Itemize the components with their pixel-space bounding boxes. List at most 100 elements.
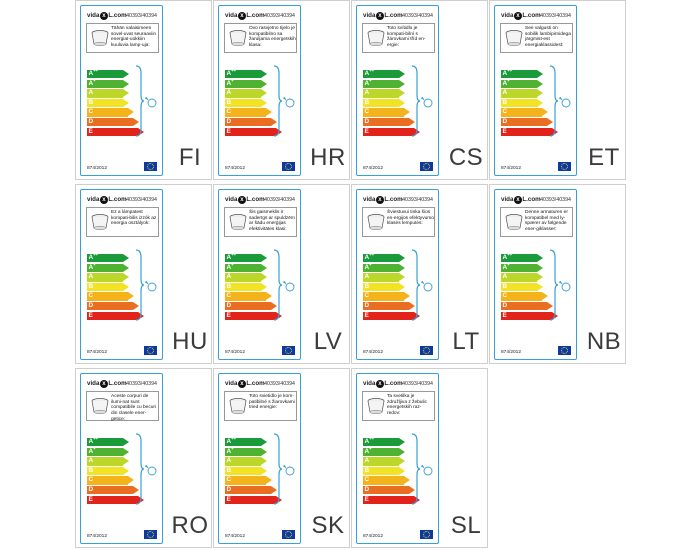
energy-class-label: A++ [88, 252, 99, 261]
energy-class-label: D [226, 302, 232, 309]
energy-label-card: vida x L.com 40393/40394 Aceste corpuri de i… [80, 373, 163, 544]
lamp-info-box: Toto svítidlo je kompati-bilní s žárovka… [362, 23, 435, 53]
curly-brace-icon [273, 65, 283, 137]
light-bulb-icon [420, 278, 434, 294]
energy-class-bar: D [87, 486, 139, 495]
energy-class-label: B [502, 98, 508, 106]
compatibility-text: Ovo rasvjetno tijelo je kompatibilno sa … [249, 26, 296, 49]
product-code: 40393/40394 [264, 13, 295, 19]
lamp-info-box: Toto svietidlo je kom-patibilné s žiarov… [224, 391, 297, 421]
energy-class-label: B [364, 98, 370, 106]
energy-label-card: vida x L.com 40393/40394 Ta svetilka je zdru… [356, 373, 439, 544]
ceiling-lamp-icon [228, 397, 248, 416]
ceiling-lamp-icon [90, 213, 110, 232]
energy-class-label: A++ [364, 252, 375, 261]
energy-class-bar: A [225, 89, 267, 98]
energy-class-bar: E [87, 495, 144, 504]
eu-flag-icon [420, 530, 433, 539]
energy-label-card: vida x L.com 40393/40394 Ovo rasvjetno tijel… [218, 5, 301, 176]
eu-flag-icon [282, 346, 295, 355]
energy-class-label: D [364, 486, 370, 493]
energy-class-label: C [364, 292, 370, 300]
light-bulb-icon [420, 462, 434, 478]
energy-class-label: D [226, 118, 232, 125]
energy-label-card: vida x L.com 40393/40394 Denne armaturen er … [494, 189, 577, 360]
compatibility-text: Ez a lámpatest kompati-bilis izzók az en… [111, 210, 157, 227]
language-code: LT [452, 328, 480, 355]
energy-label-card: vida x L.com 40393/40394 Toto svítidlo je ko… [356, 5, 439, 176]
ceiling-lamp-icon [228, 213, 248, 232]
regulation-number: 874/2012 [363, 350, 384, 355]
compatibility-text: Tähän valaisimeen sovel-uvat seuraaviin … [111, 26, 157, 49]
energy-class-label: C [88, 476, 94, 484]
ceiling-lamp-icon [504, 29, 524, 48]
energy-class-label: D [364, 118, 370, 125]
energy-class-label: E [88, 127, 93, 135]
energy-class-bar: A++ [225, 436, 267, 447]
brand-logo: vida x L.com [225, 196, 265, 204]
energy-class-bar: A+ [225, 262, 267, 272]
energy-class-label: A++ [226, 68, 237, 77]
energy-label-card: vida x L.com 40393/40394 Ez a lámpatest komp… [80, 189, 163, 360]
lamp-info-box: See valgusti on sobilik lambipirnidega j… [500, 23, 573, 53]
energy-class-bar: E [225, 495, 282, 504]
energy-class-bar: C [87, 476, 134, 485]
energy-class-label: C [226, 108, 232, 116]
product-code: 40393/40394 [402, 381, 433, 387]
energy-label-card: vida x L.com 40393/40394 Toto svietidlo je k… [218, 373, 301, 544]
regulation-number: 874/2012 [363, 166, 384, 171]
energy-label-card: vida x L.com 40393/40394 Šviestuvui tinka ši… [356, 189, 439, 360]
product-code: 40393/40394 [126, 13, 157, 19]
light-bulb-icon [420, 94, 434, 110]
product-code: 40393/40394 [540, 197, 571, 203]
energy-class-bar: A++ [225, 68, 267, 79]
energy-class-label: D [88, 486, 94, 493]
energy-class-bar: C [501, 292, 548, 301]
language-code: NB [586, 328, 622, 355]
energy-class-label: A+ [364, 445, 372, 455]
energy-class-label: A+ [226, 445, 234, 455]
energy-class-bar: A [225, 273, 267, 282]
energy-class-bar: C [363, 108, 410, 117]
compatibility-text: Aceste corpuri de ilumi-nat sunt compati… [111, 394, 157, 422]
energy-class-bar: D [225, 486, 277, 495]
regulation-number: 874/2012 [501, 350, 522, 355]
energy-class-bar: A [501, 89, 543, 98]
label-cell-fi: vida x L.com 40393/40394 Tähän valaisimeen s… [75, 0, 212, 180]
regulation-number: 874/2012 [225, 534, 246, 539]
energy-class-label: A++ [88, 68, 99, 77]
language-code: FI [178, 144, 202, 171]
energy-class-bar: A [501, 273, 543, 282]
language-code: CS [448, 144, 484, 171]
regulation-number: 874/2012 [225, 350, 246, 355]
language-code: SL [450, 512, 482, 539]
energy-class-bar: A [363, 273, 405, 282]
lamp-info-box: Denne armaturen er kompatibel med ly-spæ… [500, 207, 573, 237]
product-code: 40393/40394 [126, 197, 157, 203]
energy-class-bar: E [501, 311, 558, 320]
energy-class-bar: A+ [501, 78, 543, 88]
label-cell-nb: vida x L.com 40393/40394 Denne armaturen er … [489, 184, 626, 364]
ceiling-lamp-icon [90, 29, 110, 48]
energy-class-label: E [364, 311, 369, 319]
curly-brace-icon [411, 65, 421, 137]
product-code: 40393/40394 [402, 13, 433, 19]
brand-logo: vida x L.com [363, 12, 403, 20]
curly-brace-icon [135, 65, 145, 137]
brand-logo: vida x L.com [225, 12, 265, 20]
language-code: ET [588, 144, 620, 171]
brand-logo: vida x L.com [501, 12, 541, 20]
label-cell-hu: vida x L.com 40393/40394 Ez a lámpatest komp… [75, 184, 212, 364]
energy-class-bar: A [87, 89, 129, 98]
energy-class-label: A [88, 457, 94, 465]
brand-logo: vida x L.com [87, 196, 127, 204]
label-cell-et: vida x L.com 40393/40394 See valgusti on sob… [489, 0, 626, 180]
compatibility-text: Denne armaturen er kompatibel med ly-spæ… [525, 210, 568, 233]
regulation-number: 874/2012 [87, 350, 108, 355]
energy-class-label: C [364, 108, 370, 116]
energy-class-label: D [88, 302, 94, 309]
product-code: 40393/40394 [264, 381, 295, 387]
energy-class-bar: B [225, 98, 267, 108]
energy-class-bar: C [363, 476, 410, 485]
energy-class-label: C [88, 292, 94, 300]
